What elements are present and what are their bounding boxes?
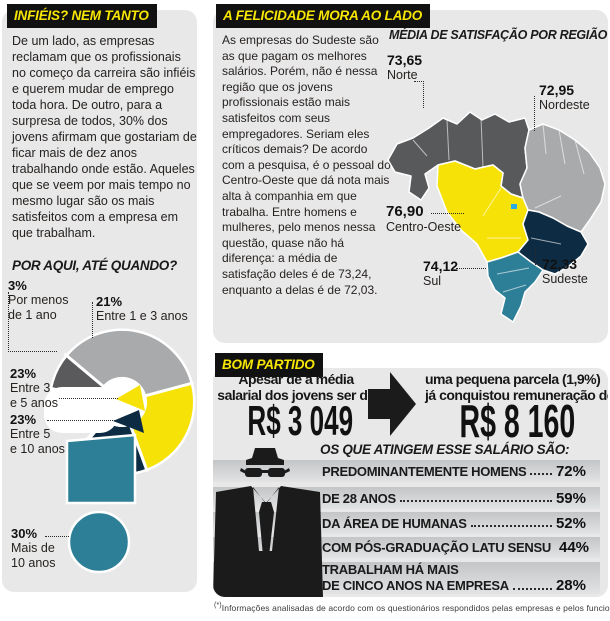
bottom-right-panel-header: BOM PARTIDO (215, 353, 323, 377)
navy-inner-tip (113, 410, 144, 433)
pie-label-pct: 30% (11, 526, 38, 541)
sunglasses-icon (240, 468, 290, 477)
segment-divider (63, 352, 107, 390)
leader-line (92, 302, 93, 338)
segment-mais-10-anos-stem (65, 433, 137, 505)
average-salary-value: R$ 3 049 (247, 397, 354, 444)
leader-line (47, 420, 115, 421)
pie-label-pct: 3% (8, 278, 27, 293)
left-panel-body: De um lado, as empresas reclamam que os … (12, 34, 197, 240)
leader-line (423, 81, 424, 108)
segment-divider (128, 422, 149, 473)
leader-line (431, 213, 464, 214)
bottom-right-panel: PREDOMINANTEMENTE HOMENS 72% DE 28 ANOS … (213, 368, 608, 597)
segment-1-a-3-anos (67, 330, 191, 397)
pie-label-pct: 23% (10, 366, 37, 381)
dot-leader (399, 500, 552, 502)
dot-leader (530, 473, 552, 475)
leader-line (45, 536, 69, 537)
leader-line (535, 248, 536, 264)
stat-list-title: OS QUE ATINGEM ESSE SALÁRIO SÃO: (320, 442, 570, 457)
state-borders (412, 117, 585, 293)
salary-intro-right: uma pequena parcela (1,9%) já conquistou… (425, 371, 608, 403)
dot-leader (470, 525, 552, 527)
footnote-marker: (*) (214, 601, 222, 609)
map-label-centro-oeste: 76,90 Centro-Oeste (386, 203, 462, 234)
map-label-norte: 73,65 Norte (387, 52, 423, 82)
pie-label-1-a-3-anos: 21% Entre 1 e 3 anos (96, 294, 188, 323)
arrow-right-icon (368, 372, 416, 436)
map-label-sudeste: 72,33 Sudeste (542, 256, 588, 286)
leader-line (59, 398, 118, 399)
brazil-region-map (387, 111, 606, 323)
tie-icon (259, 502, 274, 556)
leader-line (535, 264, 542, 265)
suit-icon (213, 486, 323, 597)
left-panel-header: INFIÉIS? NEM TANTO (7, 4, 157, 28)
segment-mais-10-anos-dot (67, 510, 131, 574)
yellow-inner-tip (116, 385, 145, 411)
pie-label-mais-10-anos: 30% Mais de 10 anos (11, 526, 56, 570)
map-label-sul: 74,12 Sul (423, 258, 459, 288)
bachelor-silhouette-icon (213, 448, 323, 597)
pie-chart-title: POR AQUI, ATÉ QUANDO? (12, 258, 177, 273)
stat-bar: PREDOMINANTEMENTE HOMENS 72% (213, 460, 600, 482)
segment-3-a-5-anos (129, 383, 193, 469)
top-right-panel-header: A FELICIDADE MORA AO LADO (216, 4, 430, 28)
salary-intro-left: Apesar de a média salarial dos jovens se… (217, 371, 375, 403)
segment-divider (142, 381, 194, 398)
leader-line (8, 292, 9, 352)
top-salary-value: R$ 8 160 (459, 395, 576, 447)
pie-label-5-a-10-anos: 23% Entre 5 e 10 anos (10, 412, 65, 456)
top-right-body: As empresas do Sudeste são as que pagam … (222, 33, 391, 297)
hat-icon (246, 448, 284, 465)
leader-line (456, 268, 486, 269)
footnote: (*)Informações analisadas de acordo com … (214, 601, 610, 613)
pie-label-menos-1-ano: 3% Por menos de 1 ano (8, 278, 69, 322)
leader-line (8, 351, 57, 352)
leader-line (534, 96, 535, 131)
pie-label-pct: 23% (10, 412, 37, 427)
map-label-nordeste: 72,95 Nordeste (539, 82, 590, 112)
pie-label-3-a-5-anos: 23% Entre 3 e 5 anos (10, 366, 58, 410)
dot-leader (512, 587, 552, 590)
pie-label-pct: 21% (96, 294, 123, 309)
map-title: MÉDIA DE SATISFAÇÃO POR REGIÃO (389, 28, 608, 42)
region-sul (486, 251, 544, 323)
distrito-federal-marker (511, 204, 517, 209)
leader-line (414, 81, 422, 82)
